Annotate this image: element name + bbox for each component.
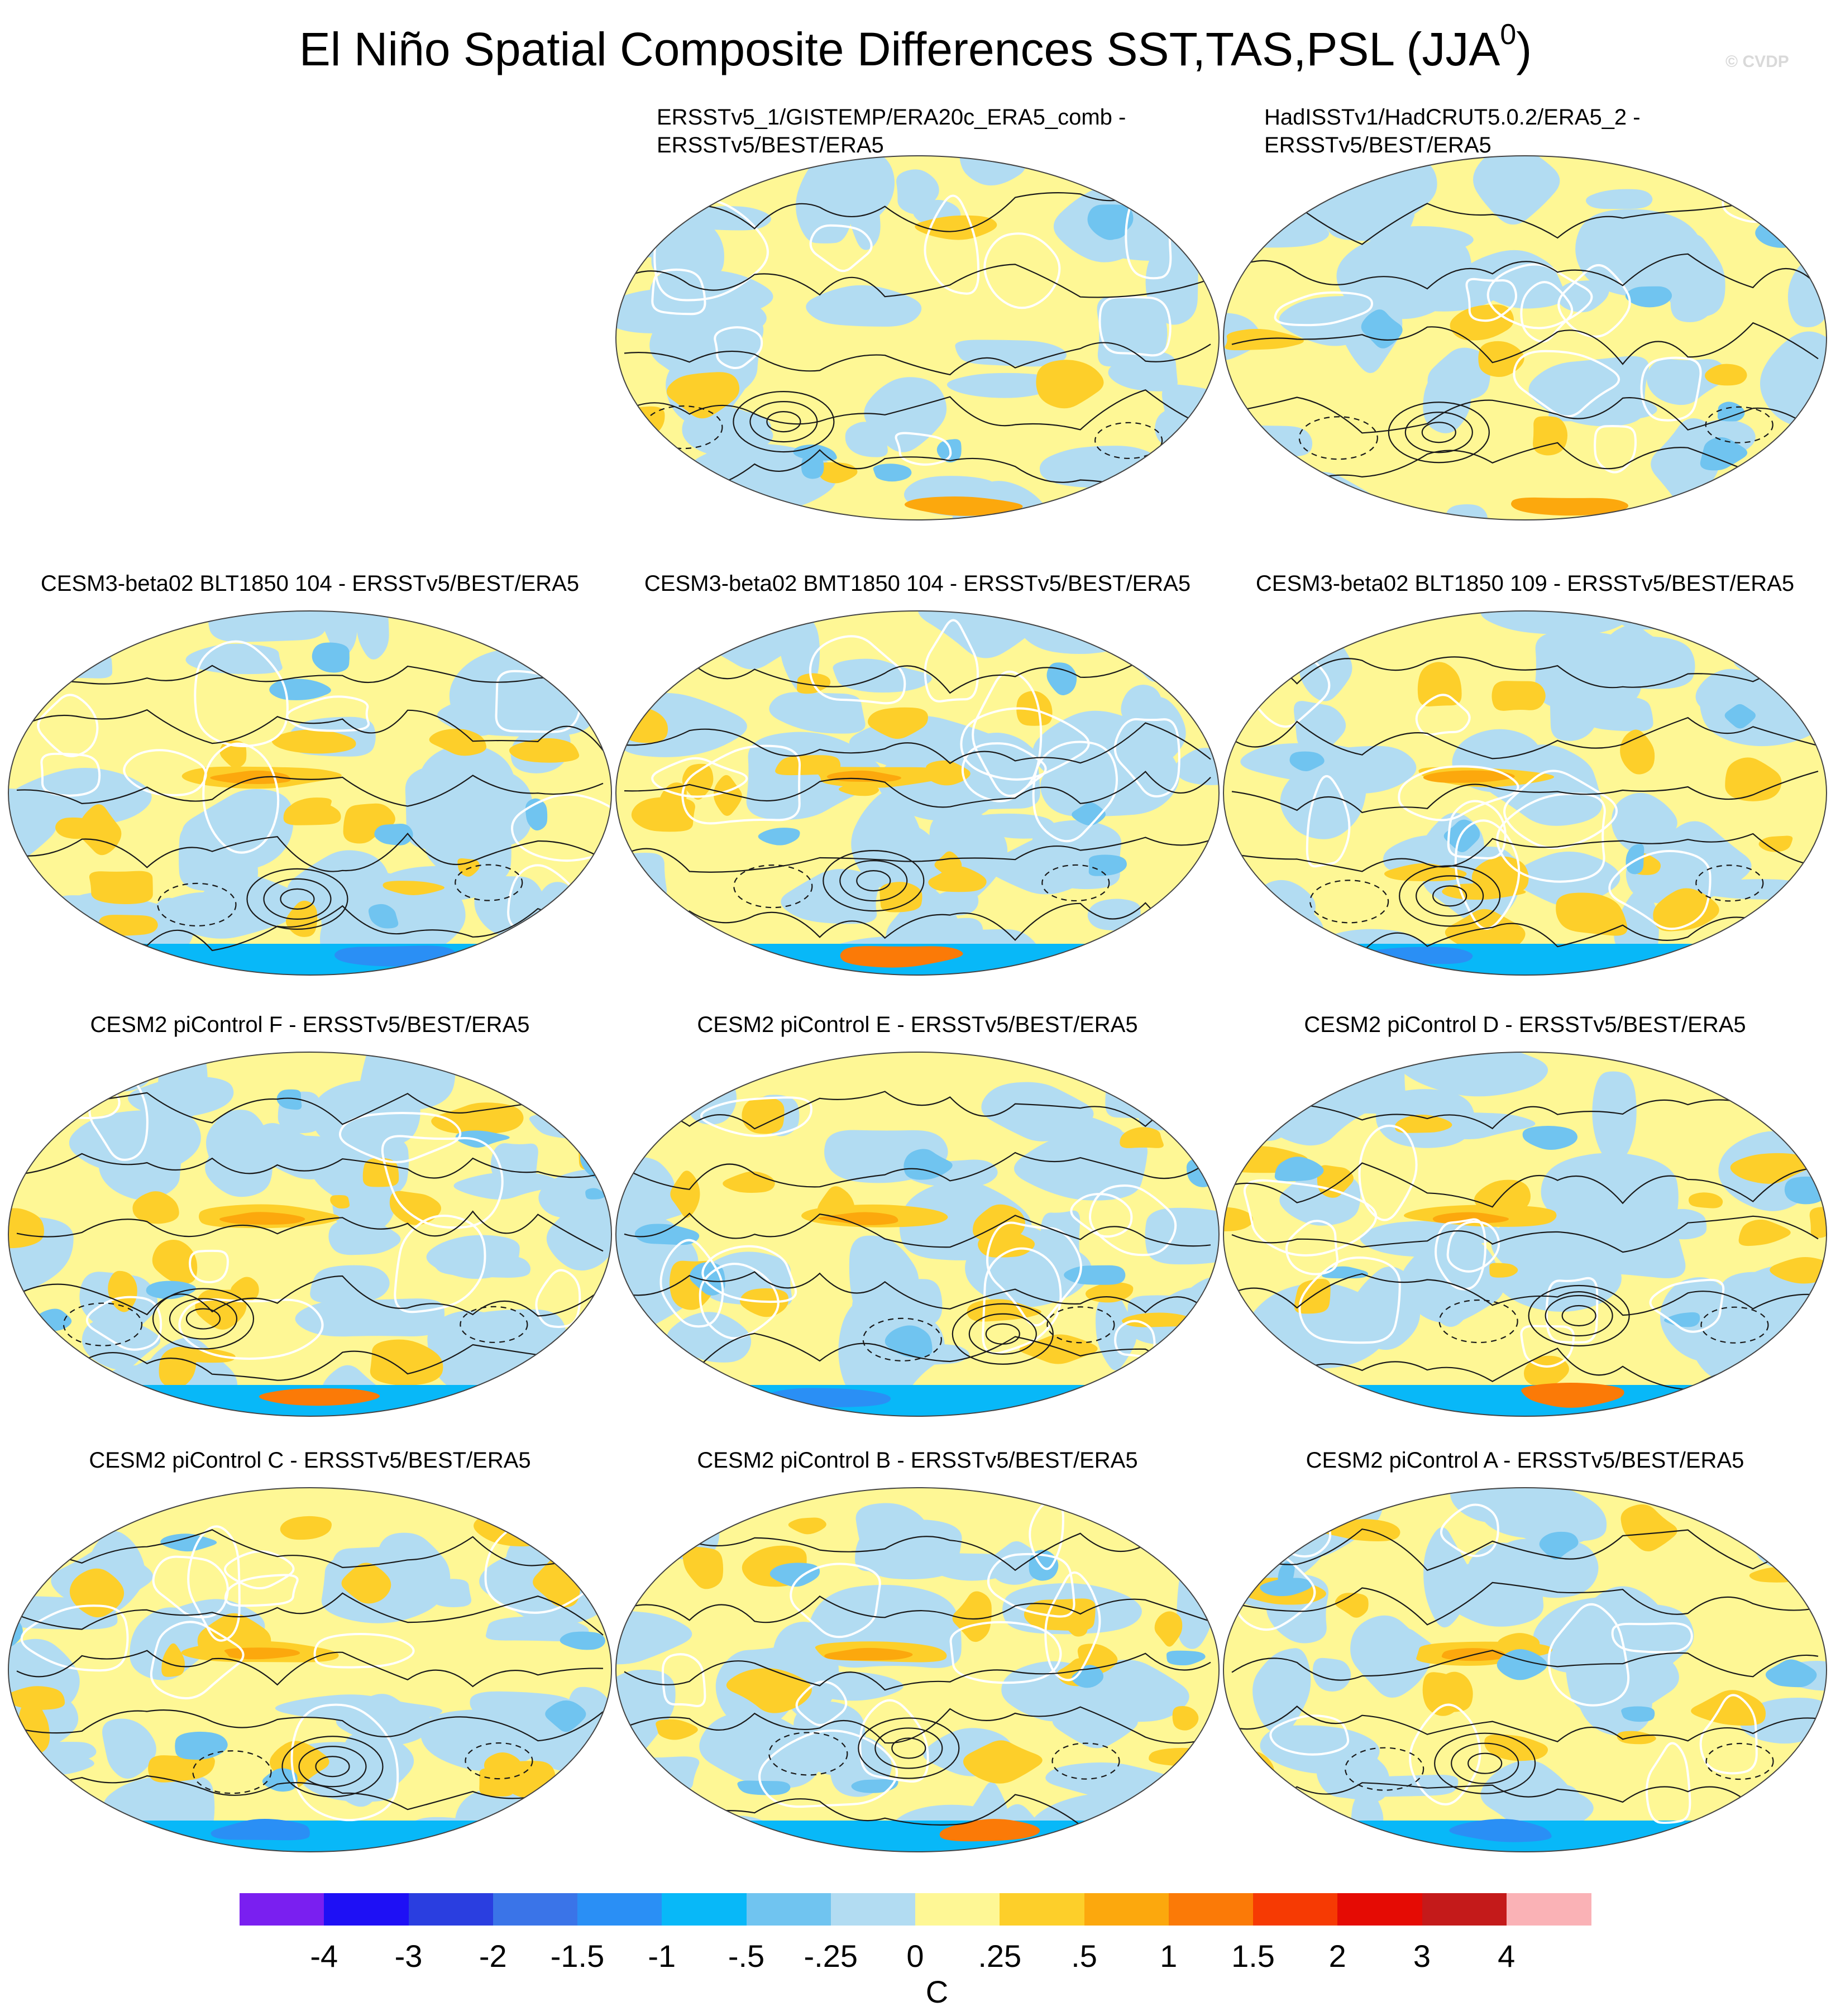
colorbar-tick-label: 0: [906, 1938, 924, 1974]
figure-title-superscript: 0: [1500, 18, 1517, 51]
map-panel-p5: CESM3-beta02 BLT1850 109 - ERSSTv5/BEST/…: [1221, 570, 1829, 994]
copyright-label: © CVDP: [1725, 52, 1789, 71]
panel-title-line: CESM2 piControl C - ERSSTv5/BEST/ERA5: [89, 1448, 531, 1473]
colorbar-units: C: [925, 1974, 949, 2009]
map-panel-p9: CESM2 piControl C - ERSSTv5/BEST/ERA5: [6, 1446, 614, 1871]
colorbar-swatch: [1084, 1893, 1169, 1926]
panel-title: CESM3-beta02 BMT1850 104 - ERSSTv5/BEST/…: [613, 570, 1222, 598]
map-panel-p8: CESM2 piControl D - ERSSTv5/BEST/ERA5: [1221, 1011, 1829, 1435]
panel-title: CESM2 piControl E - ERSSTv5/BEST/ERA5: [613, 1011, 1222, 1039]
panel-title-line: CESM3-beta02 BMT1850 104 - ERSSTv5/BEST/…: [644, 571, 1191, 596]
colorbar-tick-label: -.5: [728, 1938, 765, 1974]
panel-title-line: HadISSTv1/HadCRUT5.0.2/ERA5_2 -: [1264, 105, 1641, 130]
panel-title: CESM2 piControl B - ERSSTv5/BEST/ERA5: [613, 1446, 1222, 1474]
colorbar-swatch: [493, 1893, 578, 1926]
colorbar-swatch: [1168, 1893, 1254, 1926]
colorbar-tick-label: -2: [479, 1938, 507, 1974]
panel-title-line: CESM2 piControl B - ERSSTv5/BEST/ERA5: [697, 1448, 1138, 1473]
map-panel-p10: CESM2 piControl B - ERSSTv5/BEST/ERA5: [613, 1446, 1222, 1871]
colorbar: [240, 1893, 1591, 1926]
panel-title: CESM3-beta02 BLT1850 109 - ERSSTv5/BEST/…: [1221, 570, 1829, 598]
map-panel-p11: CESM2 piControl A - ERSSTv5/BEST/ERA5: [1221, 1446, 1829, 1871]
robinson-map: [615, 155, 1220, 520]
colorbar-tick-label: -.25: [804, 1938, 858, 1974]
colorbar-tick-label: -1: [648, 1938, 676, 1974]
robinson-map: [615, 1052, 1220, 1417]
colorbar-tick-label: -4: [310, 1938, 338, 1974]
panel-title-line: CESM3-beta02 BLT1850 109 - ERSSTv5/BEST/…: [1255, 571, 1795, 596]
colorbar-tick-label: 3: [1413, 1938, 1431, 1974]
panel-title: CESM3-beta02 BLT1850 104 - ERSSTv5/BEST/…: [6, 570, 614, 598]
colorbar-swatch: [830, 1893, 916, 1926]
map-panel-p3: CESM3-beta02 BLT1850 104 - ERSSTv5/BEST/…: [6, 570, 614, 994]
colorbar-tick-label: 1.5: [1231, 1938, 1275, 1974]
colorbar-swatch: [1337, 1893, 1422, 1926]
colorbar-swatch: [746, 1893, 831, 1926]
colorbar-swatch: [577, 1893, 662, 1926]
figure-title-close: ): [1516, 23, 1532, 75]
map-panel-p2: HadISSTv1/HadCRUT5.0.2/ERA5_2 - ERSSTv5/B…: [1221, 103, 1829, 528]
map-panel-p1: ERSSTv5_1/GISTEMP/ERA20c_ERA5_comb - ERSS…: [613, 103, 1222, 528]
colorbar-tick-label: 2: [1328, 1938, 1346, 1974]
robinson-map: [8, 1487, 612, 1852]
colorbar-swatch: [408, 1893, 494, 1926]
panel-title: CESM2 piControl A - ERSSTv5/BEST/ERA5: [1221, 1446, 1829, 1474]
colorbar-swatch: [324, 1893, 409, 1926]
robinson-map: [1223, 1487, 1827, 1852]
panel-title-line: ERSSTv5/BEST/ERA5: [657, 133, 884, 157]
panel-title-line: ERSSTv5_1/GISTEMP/ERA20c_ERA5_comb -: [657, 105, 1126, 130]
panel-title: CESM2 piControl D - ERSSTv5/BEST/ERA5: [1221, 1011, 1829, 1039]
colorbar-tick-label: 4: [1498, 1938, 1516, 1974]
colorbar-swatch: [1253, 1893, 1338, 1926]
map-panel-p6: CESM2 piControl F - ERSSTv5/BEST/ERA5: [6, 1011, 614, 1435]
colorbar-swatch: [915, 1893, 1000, 1926]
colorbar-swatch: [1422, 1893, 1507, 1926]
colorbar-swatch: [1506, 1893, 1591, 1926]
panel-title-line: CESM3-beta02 BLT1850 104 - ERSSTv5/BEST/…: [40, 571, 580, 596]
robinson-map: [1223, 610, 1827, 976]
robinson-map: [1223, 155, 1827, 520]
robinson-map: [8, 610, 612, 976]
colorbar-tick-label: 1: [1160, 1938, 1178, 1974]
colorbar-tick-label: .25: [978, 1938, 1022, 1974]
panel-title-line: CESM2 piControl F - ERSSTv5/BEST/ERA5: [90, 1012, 530, 1037]
robinson-map: [615, 1487, 1220, 1852]
robinson-map: [8, 1052, 612, 1417]
map-panel-p4: CESM3-beta02 BMT1850 104 - ERSSTv5/BEST/…: [613, 570, 1222, 994]
colorbar-swatch: [662, 1893, 747, 1926]
figure-title: El Niño Spatial Composite Differences SS…: [0, 18, 1831, 77]
panel-title: HadISSTv1/HadCRUT5.0.2/ERA5_2 - ERSSTv5/B…: [1221, 103, 1831, 159]
colorbar-tick-label: -3: [394, 1938, 423, 1974]
colorbar-swatch: [240, 1893, 324, 1926]
panel-title-line: ERSSTv5/BEST/ERA5: [1264, 133, 1491, 157]
panel-title-line: CESM2 piControl E - ERSSTv5/BEST/ERA5: [697, 1012, 1138, 1037]
colorbar-tick-label: -1.5: [550, 1938, 605, 1974]
panel-title-line: CESM2 piControl A - ERSSTv5/BEST/ERA5: [1306, 1448, 1744, 1473]
colorbar-swatch: [1000, 1893, 1084, 1926]
panel-title: ERSSTv5_1/GISTEMP/ERA20c_ERA5_comb - ERSS…: [613, 103, 1265, 159]
colorbar-tick-label: .5: [1071, 1938, 1097, 1974]
panel-title: CESM2 piControl C - ERSSTv5/BEST/ERA5: [6, 1446, 614, 1474]
robinson-map: [1223, 1052, 1827, 1417]
panel-title: CESM2 piControl F - ERSSTv5/BEST/ERA5: [6, 1011, 614, 1039]
robinson-map: [615, 610, 1220, 976]
map-panel-p7: CESM2 piControl E - ERSSTv5/BEST/ERA5: [613, 1011, 1222, 1435]
panel-title-line: CESM2 piControl D - ERSSTv5/BEST/ERA5: [1304, 1012, 1746, 1037]
figure-title-text: El Niño Spatial Composite Differences SS…: [299, 23, 1500, 75]
